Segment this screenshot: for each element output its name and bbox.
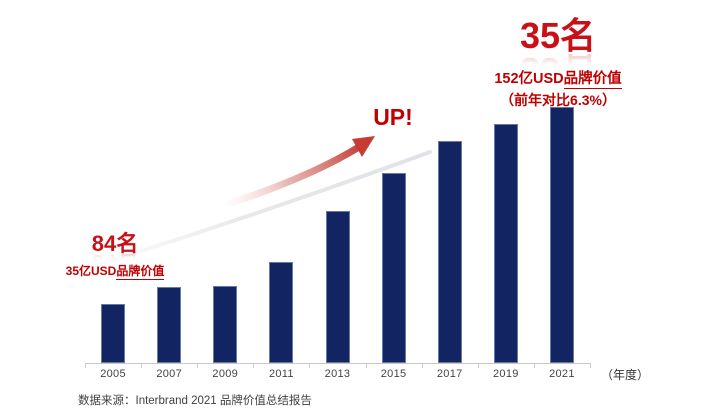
start-annotation: 84名 35亿USD品牌价值 — [40, 231, 190, 281]
x-tick-label-2005: 2005 — [100, 368, 126, 380]
x-axis-tick — [85, 363, 86, 368]
end-yoy-label: （前年对比6.3%） — [500, 91, 616, 108]
bar-2011 — [269, 262, 294, 363]
bar-2021 — [549, 107, 574, 363]
x-axis-tick — [421, 363, 423, 368]
x-tick-label-2007: 2007 — [156, 368, 182, 380]
x-tick-label-2011: 2011 — [268, 368, 294, 380]
x-tick-label-2009: 2009 — [212, 368, 239, 380]
x-axis-tick — [365, 363, 367, 368]
start-value-text: 35亿USD — [65, 264, 117, 279]
bar-2009 — [213, 286, 238, 363]
x-axis-tick — [533, 363, 535, 368]
bar-2017 — [437, 141, 462, 363]
bar-2015 — [381, 173, 406, 363]
bar-2005 — [101, 304, 126, 363]
x-tick-label-2019: 2019 — [492, 368, 519, 380]
x-axis-tick — [141, 363, 143, 368]
bar-2007 — [157, 287, 182, 363]
up-label: UP! — [373, 104, 413, 130]
x-tick-label-2021: 2021 — [549, 368, 575, 380]
start-value-label: 35亿USD品牌价值 — [40, 262, 190, 281]
x-axis-unit-label: （年度） — [601, 368, 650, 382]
end-value-text: 152亿USD — [494, 70, 564, 87]
x-axis-tick — [253, 363, 255, 368]
start-rank-label: 84名 — [91, 231, 139, 256]
x-axis-tick — [197, 363, 199, 368]
x-axis-line — [85, 363, 591, 364]
bar-2019 — [493, 124, 518, 363]
x-axis-tick — [477, 363, 479, 368]
start-value-underlined-text: 品牌价值 — [116, 264, 165, 281]
x-tick-label-2017: 2017 — [436, 368, 463, 380]
bar-2013 — [325, 211, 350, 363]
end-value-underlined-text: 品牌价值 — [563, 70, 622, 89]
end-rank-label: 35名 — [519, 15, 597, 56]
x-axis-tick — [309, 363, 311, 368]
source-note: 数据来源：Interbrand 2021 品牌价值总结报告 — [78, 395, 312, 407]
end-annotation: 35名 152亿USD品牌价值 （前年对比6.3%） — [458, 16, 658, 110]
end-value-label: 152亿USD品牌价值 — [458, 67, 658, 89]
x-axis-tick — [590, 363, 591, 368]
x-tick-label-2013: 2013 — [324, 368, 351, 380]
x-tick-label-2015: 2015 — [380, 368, 407, 380]
